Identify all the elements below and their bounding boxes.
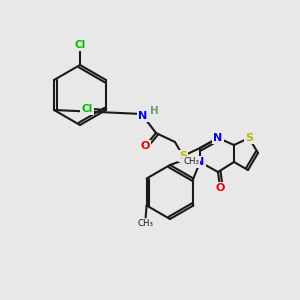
Text: N: N <box>195 157 205 167</box>
Text: H: H <box>150 106 158 116</box>
Text: N: N <box>138 111 148 121</box>
Text: N: N <box>213 133 223 143</box>
Text: Cl: Cl <box>74 40 86 50</box>
Text: S: S <box>179 151 187 161</box>
Text: O: O <box>140 141 150 151</box>
Text: O: O <box>215 183 225 193</box>
Text: CH₃: CH₃ <box>138 220 154 229</box>
Text: Cl: Cl <box>81 104 93 114</box>
Text: CH₃: CH₃ <box>183 157 199 166</box>
Text: S: S <box>245 133 253 143</box>
